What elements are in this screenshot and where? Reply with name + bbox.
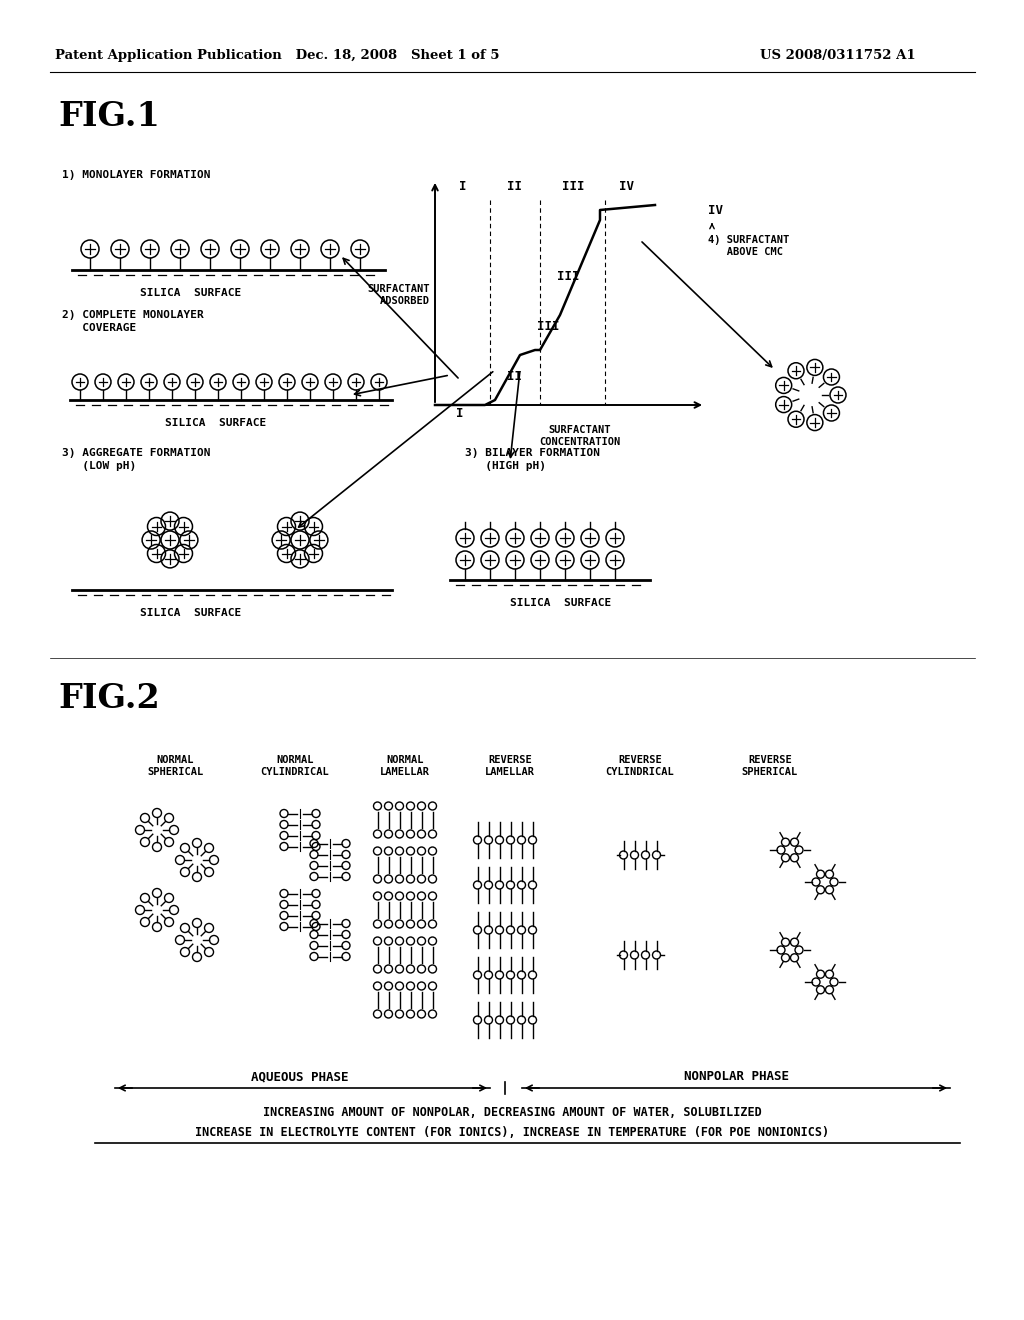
- Text: 2) COMPLETE MONOLAYER: 2) COMPLETE MONOLAYER: [62, 310, 204, 319]
- Text: SILICA  SURFACE: SILICA SURFACE: [510, 598, 611, 609]
- Text: SILICA  SURFACE: SILICA SURFACE: [140, 288, 242, 298]
- Text: III: III: [562, 180, 585, 193]
- Text: 3) BILAYER FORMATION: 3) BILAYER FORMATION: [465, 447, 600, 458]
- Text: II: II: [508, 370, 522, 383]
- Text: (HIGH pH): (HIGH pH): [465, 461, 546, 471]
- Text: COVERAGE: COVERAGE: [62, 323, 136, 333]
- Text: NONPOLAR PHASE: NONPOLAR PHASE: [683, 1071, 788, 1082]
- Text: IV: IV: [620, 180, 635, 193]
- Text: SURFACTANT
ADSORBED: SURFACTANT ADSORBED: [368, 284, 430, 306]
- Text: FIG.2: FIG.2: [58, 682, 160, 715]
- Text: SURFACTANT
CONCENTRATION: SURFACTANT CONCENTRATION: [540, 425, 621, 446]
- Text: NORMAL
SPHERICAL: NORMAL SPHERICAL: [146, 755, 203, 776]
- Text: 4) SURFACTANT
   ABOVE CMC: 4) SURFACTANT ABOVE CMC: [708, 235, 790, 256]
- Text: US 2008/0311752 A1: US 2008/0311752 A1: [760, 49, 915, 62]
- Text: I: I: [459, 180, 467, 193]
- Text: Patent Application Publication   Dec. 18, 2008   Sheet 1 of 5: Patent Application Publication Dec. 18, …: [55, 49, 500, 62]
- Text: INCREASE IN ELECTROLYTE CONTENT (FOR IONICS), INCREASE IN TEMPERATURE (FOR POE N: INCREASE IN ELECTROLYTE CONTENT (FOR ION…: [195, 1126, 829, 1139]
- Text: FIG.1: FIG.1: [58, 100, 160, 133]
- Text: III: III: [537, 319, 559, 333]
- Text: NORMAL
CYLINDRICAL: NORMAL CYLINDRICAL: [261, 755, 330, 776]
- Text: 1) MONOLAYER FORMATION: 1) MONOLAYER FORMATION: [62, 170, 211, 180]
- Text: REVERSE
LAMELLAR: REVERSE LAMELLAR: [485, 755, 535, 776]
- Text: II: II: [508, 180, 522, 193]
- Text: REVERSE
SPHERICAL: REVERSE SPHERICAL: [741, 755, 798, 776]
- Text: IV: IV: [708, 203, 723, 216]
- Text: SILICA  SURFACE: SILICA SURFACE: [165, 418, 266, 428]
- Text: I: I: [457, 407, 464, 420]
- Text: AQUEOUS PHASE: AQUEOUS PHASE: [251, 1071, 349, 1082]
- Text: NORMAL
LAMELLAR: NORMAL LAMELLAR: [380, 755, 430, 776]
- Text: INCREASING AMOUNT OF NONPOLAR, DECREASING AMOUNT OF WATER, SOLUBILIZED: INCREASING AMOUNT OF NONPOLAR, DECREASIN…: [262, 1106, 762, 1119]
- Text: SILICA  SURFACE: SILICA SURFACE: [140, 609, 242, 618]
- Text: (LOW pH): (LOW pH): [62, 461, 136, 471]
- Text: 3) AGGREGATE FORMATION: 3) AGGREGATE FORMATION: [62, 447, 211, 458]
- Text: REVERSE
CYLINDRICAL: REVERSE CYLINDRICAL: [605, 755, 675, 776]
- Text: III: III: [557, 271, 580, 282]
